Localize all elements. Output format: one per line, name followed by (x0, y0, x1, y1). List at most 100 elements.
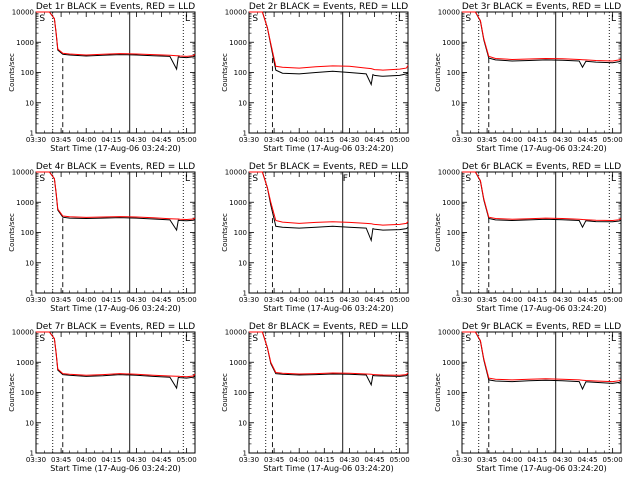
y-tick-label: 100 (21, 69, 34, 77)
chart-title: Det 9r BLACK = Events, RED = LLD (462, 322, 621, 332)
x-tick-label: 04:15 (527, 456, 547, 464)
chart-title: Det 6r BLACK = Events, RED = LLD (462, 162, 621, 172)
y-tick-label: 100 (234, 69, 247, 77)
x-tick-label: 04:15 (101, 456, 121, 464)
chart-svg: Det 7r BLACK = Events, RED = LLD 1 10 100 10… (8, 322, 197, 473)
y-tick-label: 10000 (225, 9, 247, 17)
x-tick-label: 04:30 (339, 136, 359, 144)
flag-label: S (39, 14, 45, 24)
x-tick-label: 05:00 (603, 296, 623, 304)
chart-svg: Det 4r BLACK = Events, RED = LLD 1 10 100 10… (8, 162, 197, 313)
x-tick-label: 04:00 (289, 456, 309, 464)
x-tick-label: 04:00 (76, 136, 96, 144)
y-axis-label: Counts/sec (434, 373, 442, 412)
detector-panel: Det 6r BLACK = Events, RED = LLD 1 10 100 10… (426, 160, 639, 320)
chart-title: Det 4r BLACK = Events, RED = LLD (36, 162, 195, 172)
lld-series-line (249, 171, 409, 226)
y-axis-label: Counts/sec (221, 373, 229, 412)
x-tick-label: 03:45 (477, 136, 497, 144)
chart-title: Det 2r BLACK = Events, RED = LLD (249, 2, 408, 12)
x-tick-label: 04:15 (527, 296, 547, 304)
flag-label: L (611, 14, 616, 24)
x-tick-label: 04:45 (151, 136, 171, 144)
x-tick-label: 04:45 (151, 296, 171, 304)
x-tick-label: 05:00 (603, 136, 623, 144)
x-tick-label: 03:30 (26, 456, 46, 464)
plot-frame (35, 331, 196, 454)
y-tick-label: 10000 (438, 169, 460, 177)
y-tick-label: 10 (451, 419, 460, 427)
x-tick-label: 04:15 (314, 136, 334, 144)
y-axis-label: Counts/sec (8, 373, 16, 412)
x-tick-label: 04:00 (289, 296, 309, 304)
flag-label: S (252, 174, 258, 184)
y-tick-label: 100 (447, 389, 460, 397)
x-tick-label: 05:00 (177, 296, 197, 304)
x-tick-label: 04:30 (126, 136, 146, 144)
y-tick-label: 100 (447, 229, 460, 237)
y-tick-label: 1000 (442, 199, 460, 207)
y-tick-label: 10 (25, 419, 34, 427)
events-series-line (36, 11, 196, 71)
y-tick-label: 100 (447, 69, 460, 77)
y-tick-label: 10000 (12, 169, 34, 177)
x-tick-label: 03:45 (264, 456, 284, 464)
events-series-line (249, 331, 409, 387)
y-tick-label: 1000 (16, 39, 34, 47)
flag-label: L (185, 174, 190, 184)
x-tick-label: 04:45 (577, 296, 597, 304)
y-tick-label: 1 (243, 290, 247, 298)
flag-label: L (611, 334, 616, 344)
x-tick-label: 05:00 (177, 136, 197, 144)
y-tick-label: 1000 (442, 39, 460, 47)
x-tick-label: 04:45 (577, 136, 597, 144)
x-tick-label: 03:45 (51, 296, 71, 304)
y-axis-label: Counts/sec (434, 53, 442, 92)
x-tick-label: 03:45 (51, 136, 71, 144)
y-axis-label: Counts/sec (221, 213, 229, 252)
x-tick-label: 05:00 (390, 296, 410, 304)
events-series-line (36, 171, 196, 232)
x-tick-label: 05:00 (603, 456, 623, 464)
events-series-line (462, 331, 622, 391)
y-tick-label: 1000 (229, 199, 247, 207)
lld-series-line (249, 331, 409, 376)
y-tick-label: 10000 (438, 329, 460, 337)
flag-label: L (398, 334, 403, 344)
detector-panel: Det 8r BLACK = Events, RED = LLD 1 10 100 10… (213, 320, 426, 480)
x-tick-label: 04:00 (502, 136, 522, 144)
chart-title: Det 5r BLACK = Events, RED = LLD (249, 162, 408, 172)
x-tick-label: 04:30 (552, 136, 572, 144)
y-tick-label: 1 (30, 450, 34, 458)
lld-series-line (36, 11, 196, 57)
y-tick-label: 1000 (442, 359, 460, 367)
x-axis-label: Start Time (17-Aug-06 03:24:20) (50, 464, 181, 473)
detector-panel: Det 2r BLACK = Events, RED = LLD 1 10 100 10… (213, 0, 426, 160)
y-tick-label: 10 (238, 419, 247, 427)
x-tick-label: 04:45 (364, 456, 384, 464)
lld-series-line (249, 11, 409, 71)
y-tick-label: 1 (30, 130, 34, 138)
y-tick-label: 10000 (225, 169, 247, 177)
x-tick-label: 03:30 (452, 136, 472, 144)
chart-svg: Det 8r BLACK = Events, RED = LLD 1 10 100 10… (221, 322, 410, 473)
events-series-line (462, 171, 622, 229)
chart-svg: Det 2r BLACK = Events, RED = LLD 1 10 100 10… (221, 2, 410, 153)
flag-label: S (465, 334, 471, 344)
plot-frame (461, 171, 622, 294)
x-tick-label: 04:15 (314, 456, 334, 464)
events-series-line (249, 171, 409, 243)
x-tick-label: 03:30 (239, 456, 259, 464)
lld-series-line (36, 331, 196, 378)
chart-svg: Det 5r BLACK = Events, RED = LLD 1 10 100 10… (221, 162, 410, 313)
x-tick-label: 03:45 (264, 296, 284, 304)
y-tick-label: 10 (451, 259, 460, 267)
y-tick-label: 10000 (12, 9, 34, 17)
events-series-line (249, 11, 409, 87)
y-axis-label: Counts/sec (8, 53, 16, 92)
x-tick-label: 03:30 (452, 456, 472, 464)
x-tick-label: 04:00 (76, 296, 96, 304)
flag-label: L (185, 14, 190, 24)
x-axis-label: Start Time (17-Aug-06 03:24:20) (476, 144, 607, 153)
